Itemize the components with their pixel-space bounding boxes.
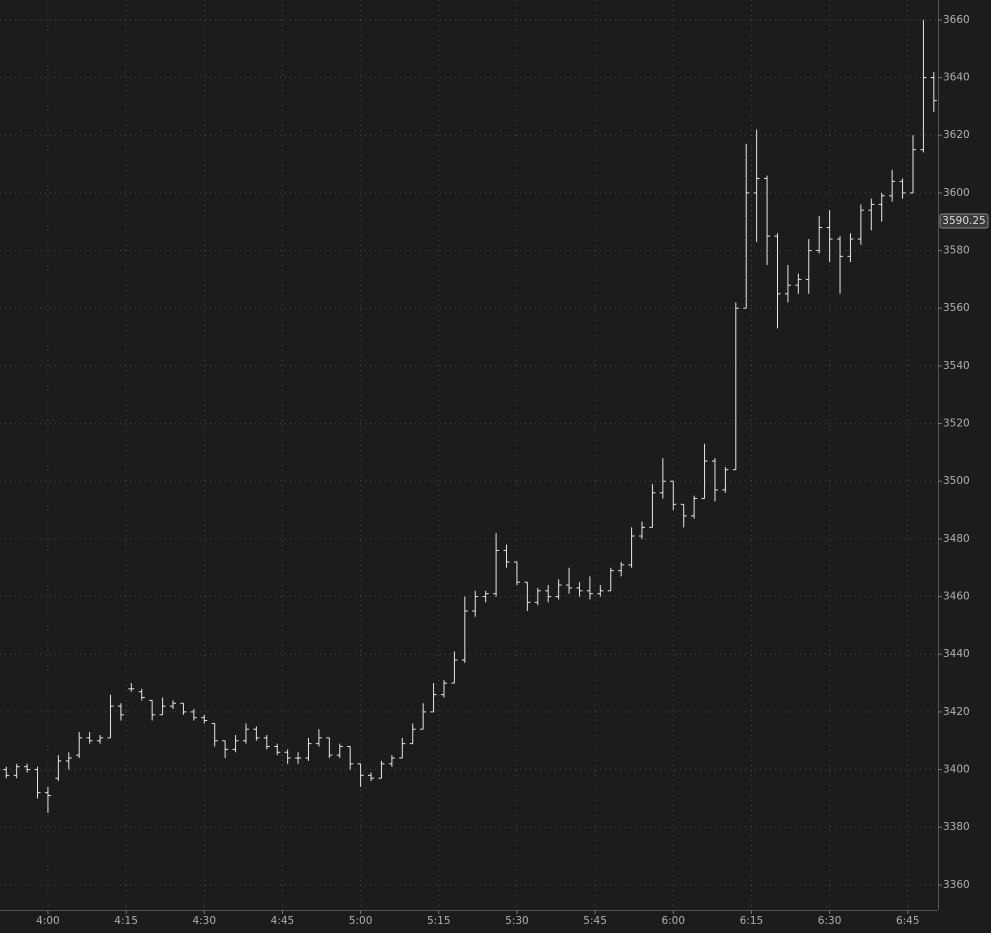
x-tick-label: 5:00 (349, 915, 373, 927)
x-tick-label: 5:45 (583, 915, 607, 927)
x-tick-label: 6:45 (896, 915, 920, 927)
x-tick-label: 4:30 (192, 915, 216, 927)
y-tick-label: 3520 (943, 418, 970, 430)
y-tick-label: 3440 (943, 648, 970, 660)
x-tick-label: 6:30 (818, 915, 842, 927)
y-tick-label: 3500 (943, 475, 970, 487)
x-tick-label: 4:00 (36, 915, 60, 927)
y-tick-label: 3640 (943, 72, 970, 84)
x-tick-label: 6:00 (661, 915, 685, 927)
y-tick-label: 3380 (943, 821, 970, 833)
y-tick-label: 3540 (943, 360, 970, 372)
y-tick-label: 3460 (943, 591, 970, 603)
x-tick-label: 4:15 (114, 915, 138, 927)
x-tick-label: 5:30 (505, 915, 529, 927)
y-tick-label: 3360 (943, 879, 970, 891)
y-tick-label: 3400 (943, 764, 970, 776)
y-tick-label: 3420 (943, 706, 970, 718)
last-price-box (939, 213, 989, 229)
y-tick-label: 3620 (943, 129, 970, 141)
x-tick-label: 4:45 (271, 915, 295, 927)
last-price-label: 3590.25 (942, 215, 985, 227)
x-tick-label: 5:15 (427, 915, 451, 927)
y-tick-label: 3480 (943, 533, 970, 545)
x-tick-label: 6:15 (740, 915, 764, 927)
y-tick-label: 3660 (943, 14, 970, 26)
y-tick-label: 3580 (943, 245, 970, 257)
y-tick-label: 3560 (943, 302, 970, 314)
y-tick-label: 3600 (943, 187, 970, 199)
